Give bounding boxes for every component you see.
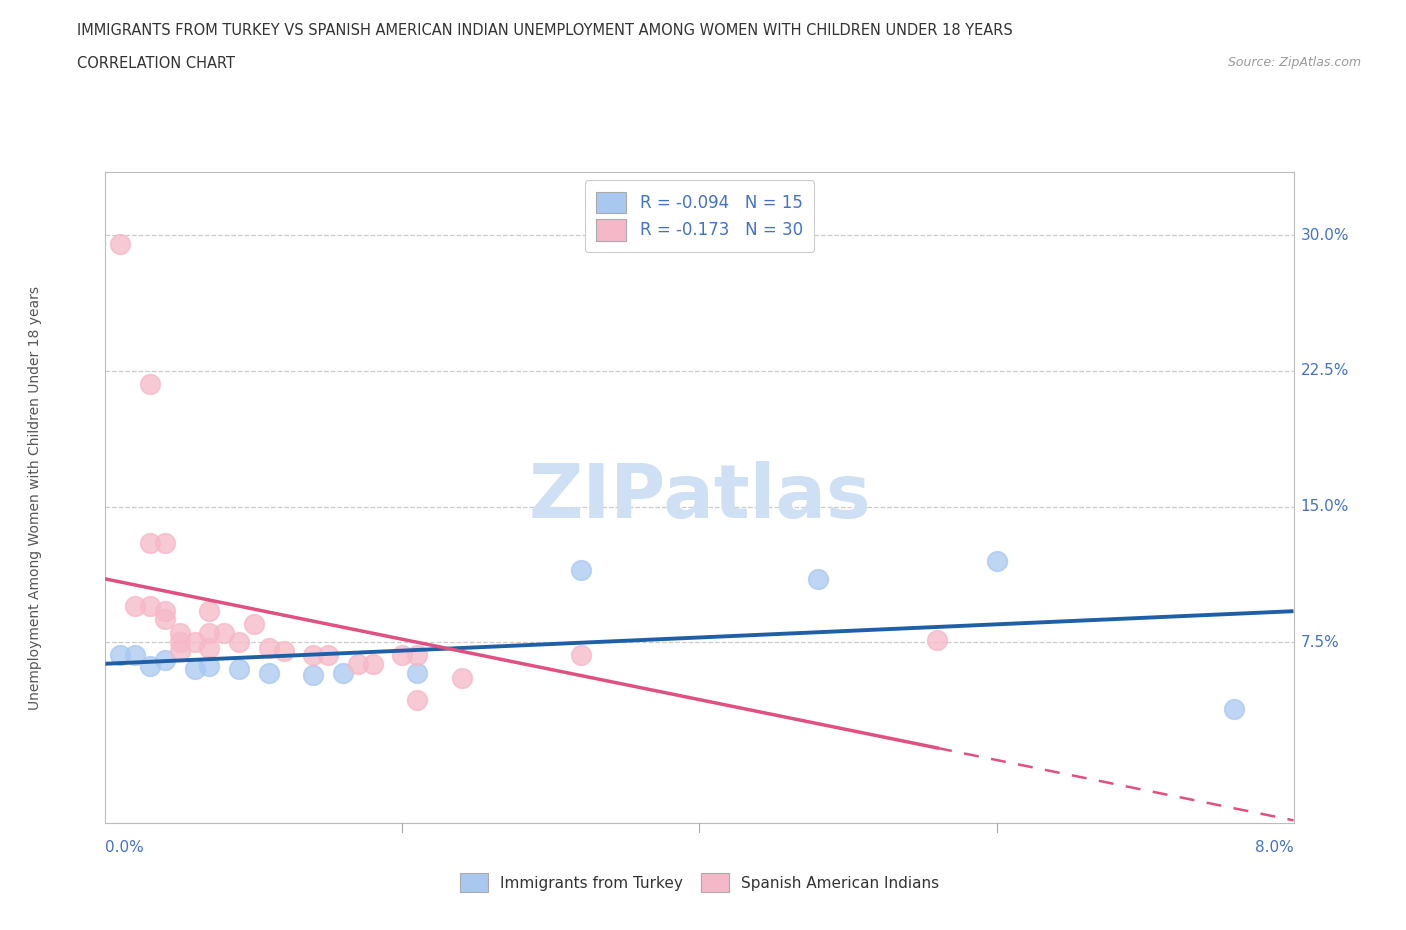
Point bbox=[153, 653, 176, 668]
Point bbox=[569, 563, 592, 578]
Point bbox=[183, 662, 205, 677]
Point bbox=[1223, 702, 1246, 717]
Point bbox=[316, 647, 339, 662]
Point bbox=[332, 666, 354, 681]
Text: IMMIGRANTS FROM TURKEY VS SPANISH AMERICAN INDIAN UNEMPLOYMENT AMONG WOMEN WITH : IMMIGRANTS FROM TURKEY VS SPANISH AMERIC… bbox=[77, 23, 1014, 38]
Text: 22.5%: 22.5% bbox=[1301, 364, 1348, 379]
Text: Source: ZipAtlas.com: Source: ZipAtlas.com bbox=[1227, 56, 1361, 69]
Point bbox=[110, 237, 132, 252]
Point bbox=[198, 658, 221, 673]
Point bbox=[302, 647, 325, 662]
Point bbox=[406, 647, 429, 662]
Point bbox=[406, 666, 429, 681]
Point bbox=[450, 671, 472, 685]
Point bbox=[347, 657, 370, 671]
Point bbox=[139, 536, 162, 551]
Point bbox=[153, 536, 176, 551]
Point bbox=[228, 635, 250, 650]
Text: 7.5%: 7.5% bbox=[1301, 634, 1340, 650]
Point bbox=[406, 693, 429, 708]
Point bbox=[139, 658, 162, 673]
Point bbox=[110, 647, 132, 662]
Legend: Immigrants from Turkey, Spanish American Indians: Immigrants from Turkey, Spanish American… bbox=[453, 865, 946, 900]
Point bbox=[986, 553, 1008, 568]
Point bbox=[169, 635, 191, 650]
Point bbox=[139, 599, 162, 614]
Point bbox=[198, 626, 221, 641]
Point bbox=[927, 633, 949, 648]
Text: 0.0%: 0.0% bbox=[105, 840, 145, 855]
Point bbox=[569, 647, 592, 662]
Point bbox=[169, 626, 191, 641]
Text: 8.0%: 8.0% bbox=[1254, 840, 1294, 855]
Point bbox=[273, 644, 295, 658]
Point bbox=[243, 617, 266, 631]
Point bbox=[391, 647, 413, 662]
Point bbox=[257, 640, 280, 655]
Text: CORRELATION CHART: CORRELATION CHART bbox=[77, 56, 235, 71]
Point bbox=[302, 668, 325, 683]
Point bbox=[807, 571, 830, 587]
Point bbox=[183, 635, 205, 650]
Point bbox=[198, 640, 221, 655]
Text: 15.0%: 15.0% bbox=[1301, 499, 1348, 514]
Point bbox=[139, 377, 162, 392]
Point bbox=[169, 644, 191, 658]
Text: Unemployment Among Women with Children Under 18 years: Unemployment Among Women with Children U… bbox=[28, 286, 42, 710]
Point bbox=[257, 666, 280, 681]
Point bbox=[214, 626, 236, 641]
Point bbox=[153, 611, 176, 626]
Text: ZIPatlas: ZIPatlas bbox=[529, 461, 870, 534]
Point bbox=[124, 599, 146, 614]
Point bbox=[228, 662, 250, 677]
Point bbox=[361, 657, 384, 671]
Point bbox=[198, 604, 221, 619]
Point bbox=[153, 604, 176, 619]
Text: 30.0%: 30.0% bbox=[1301, 228, 1348, 243]
Point bbox=[124, 647, 146, 662]
